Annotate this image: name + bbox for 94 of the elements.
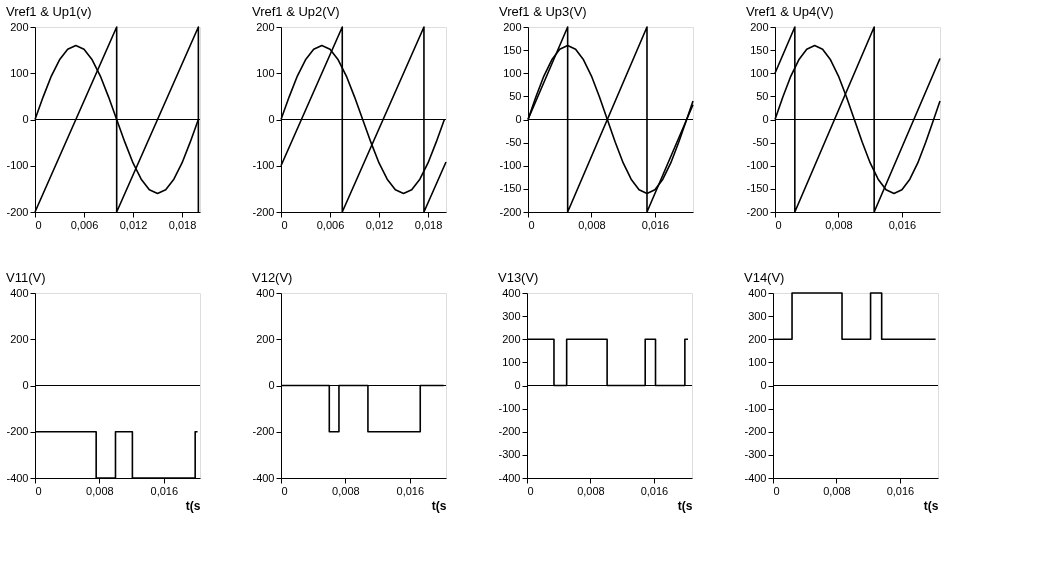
y-tick-label: 100 — [748, 355, 767, 368]
y-tick-label: -200 — [6, 425, 29, 438]
x-tick-label: 0 — [35, 218, 42, 231]
y-tick-label: -150 — [499, 182, 522, 195]
y-tick-label: -100 — [252, 159, 275, 172]
y-tick-label: 400 — [748, 286, 767, 299]
x-tick-label: 0,016 — [888, 218, 917, 231]
y-tick-label: -50 — [505, 136, 522, 149]
y-tick-label: 400 — [502, 286, 521, 299]
x-axis-title: t(s — [677, 498, 693, 513]
y-tick-label: 150 — [503, 43, 522, 56]
x-tick-label: 0,008 — [577, 484, 605, 497]
y-tick-label: -200 — [252, 205, 275, 218]
chart-title: V11(V) — [5, 270, 46, 285]
x-tick-label: 0,016 — [150, 484, 179, 497]
y-tick-label: 400 — [10, 286, 29, 299]
x-tick-label: 0,008 — [823, 484, 851, 497]
y-tick-label: 200 — [10, 20, 29, 33]
y-tick-label: 200 — [502, 332, 521, 345]
y-tick-label: -400 — [498, 471, 521, 484]
y-tick-label: -200 — [252, 425, 275, 438]
x-tick-label: 0,012 — [365, 218, 394, 231]
y-tick-label: 0 — [514, 379, 521, 391]
y-tick-label: -100 — [499, 159, 522, 172]
chart-title: V12(V) — [251, 270, 293, 285]
x-tick-label: 0,016 — [886, 484, 915, 497]
y-tick-label: 100 — [256, 66, 275, 79]
y-tick-label: 50 — [509, 89, 522, 102]
chart-title: V14(V) — [743, 270, 785, 285]
y-tick-label: -50 — [752, 136, 769, 149]
x-tick-label: 0 — [35, 484, 42, 497]
y-tick-label: -200 — [744, 425, 767, 438]
y-tick-label: -100 — [498, 402, 521, 415]
x-tick-label: 0 — [773, 484, 780, 497]
y-tick-label: 300 — [502, 309, 521, 322]
x-tick-label: 0,006 — [70, 218, 99, 231]
chart-title: Vref1 & Up1(v) — [5, 4, 92, 19]
y-tick-label: -100 — [746, 159, 769, 172]
chart-title: Vref1 & Up2(V) — [251, 4, 340, 19]
x-tick-label: 0,008 — [332, 484, 360, 497]
x-tick-label: 0,018 — [414, 218, 443, 231]
x-tick-label: 0,008 — [578, 218, 606, 231]
y-tick-label: 0 — [762, 113, 769, 125]
y-tick-label: 0 — [22, 113, 29, 125]
y-tick-label: 200 — [503, 20, 522, 33]
y-tick-label: 200 — [256, 20, 275, 33]
y-tick-label: 400 — [256, 286, 275, 299]
x-axis-title: t(s — [923, 498, 939, 513]
y-tick-label: 200 — [256, 332, 275, 345]
y-tick-label: 0 — [268, 379, 275, 391]
y-tick-label: 100 — [750, 66, 769, 79]
x-tick-label: 0,012 — [119, 218, 148, 231]
x-tick-label: 0,018 — [168, 218, 197, 231]
x-tick-label: 0,016 — [641, 218, 670, 231]
chart-title: Vref1 & Up4(V) — [745, 4, 834, 19]
y-tick-label: 200 — [750, 20, 769, 33]
y-tick-label: 100 — [503, 66, 522, 79]
y-tick-label: 150 — [750, 43, 769, 56]
x-tick-label: 0 — [528, 218, 535, 231]
x-axis-title: t(s — [431, 498, 447, 513]
y-tick-label: 0 — [515, 113, 522, 125]
y-tick-label: -300 — [744, 448, 767, 461]
x-tick-label: 0,006 — [316, 218, 345, 231]
x-tick-label: 0,008 — [825, 218, 853, 231]
y-tick-label: 50 — [756, 89, 769, 102]
y-tick-label: -200 — [6, 205, 29, 218]
x-tick-label: 0 — [527, 484, 534, 497]
y-tick-label: 300 — [748, 309, 767, 322]
y-tick-label: 100 — [502, 355, 521, 368]
y-tick-label: -100 — [744, 402, 767, 415]
x-tick-label: 0,016 — [396, 484, 425, 497]
y-tick-label: -200 — [499, 205, 522, 218]
y-tick-label: -200 — [746, 205, 769, 218]
y-tick-label: -400 — [744, 471, 767, 484]
chart-title: V13(V) — [497, 270, 539, 285]
y-tick-label: -400 — [6, 471, 29, 484]
y-tick-label: 0 — [268, 113, 275, 125]
y-tick-label: 200 — [10, 332, 29, 345]
y-tick-label: -100 — [6, 159, 29, 172]
x-axis-title: t(s — [185, 498, 201, 513]
x-tick-label: 0 — [775, 218, 782, 231]
chart-title: Vref1 & Up3(V) — [498, 4, 587, 19]
y-tick-label: -300 — [498, 448, 521, 461]
x-tick-label: 0 — [281, 218, 288, 231]
y-tick-label: 200 — [748, 332, 767, 345]
y-tick-label: 100 — [10, 66, 29, 79]
x-tick-label: 0,016 — [640, 484, 669, 497]
y-tick-label: 0 — [22, 379, 29, 391]
y-tick-label: 0 — [760, 379, 767, 391]
x-tick-label: 0 — [281, 484, 288, 497]
y-tick-label: -150 — [746, 182, 769, 195]
y-tick-label: -400 — [252, 471, 275, 484]
y-tick-label: -200 — [498, 425, 521, 438]
x-tick-label: 0,008 — [86, 484, 114, 497]
